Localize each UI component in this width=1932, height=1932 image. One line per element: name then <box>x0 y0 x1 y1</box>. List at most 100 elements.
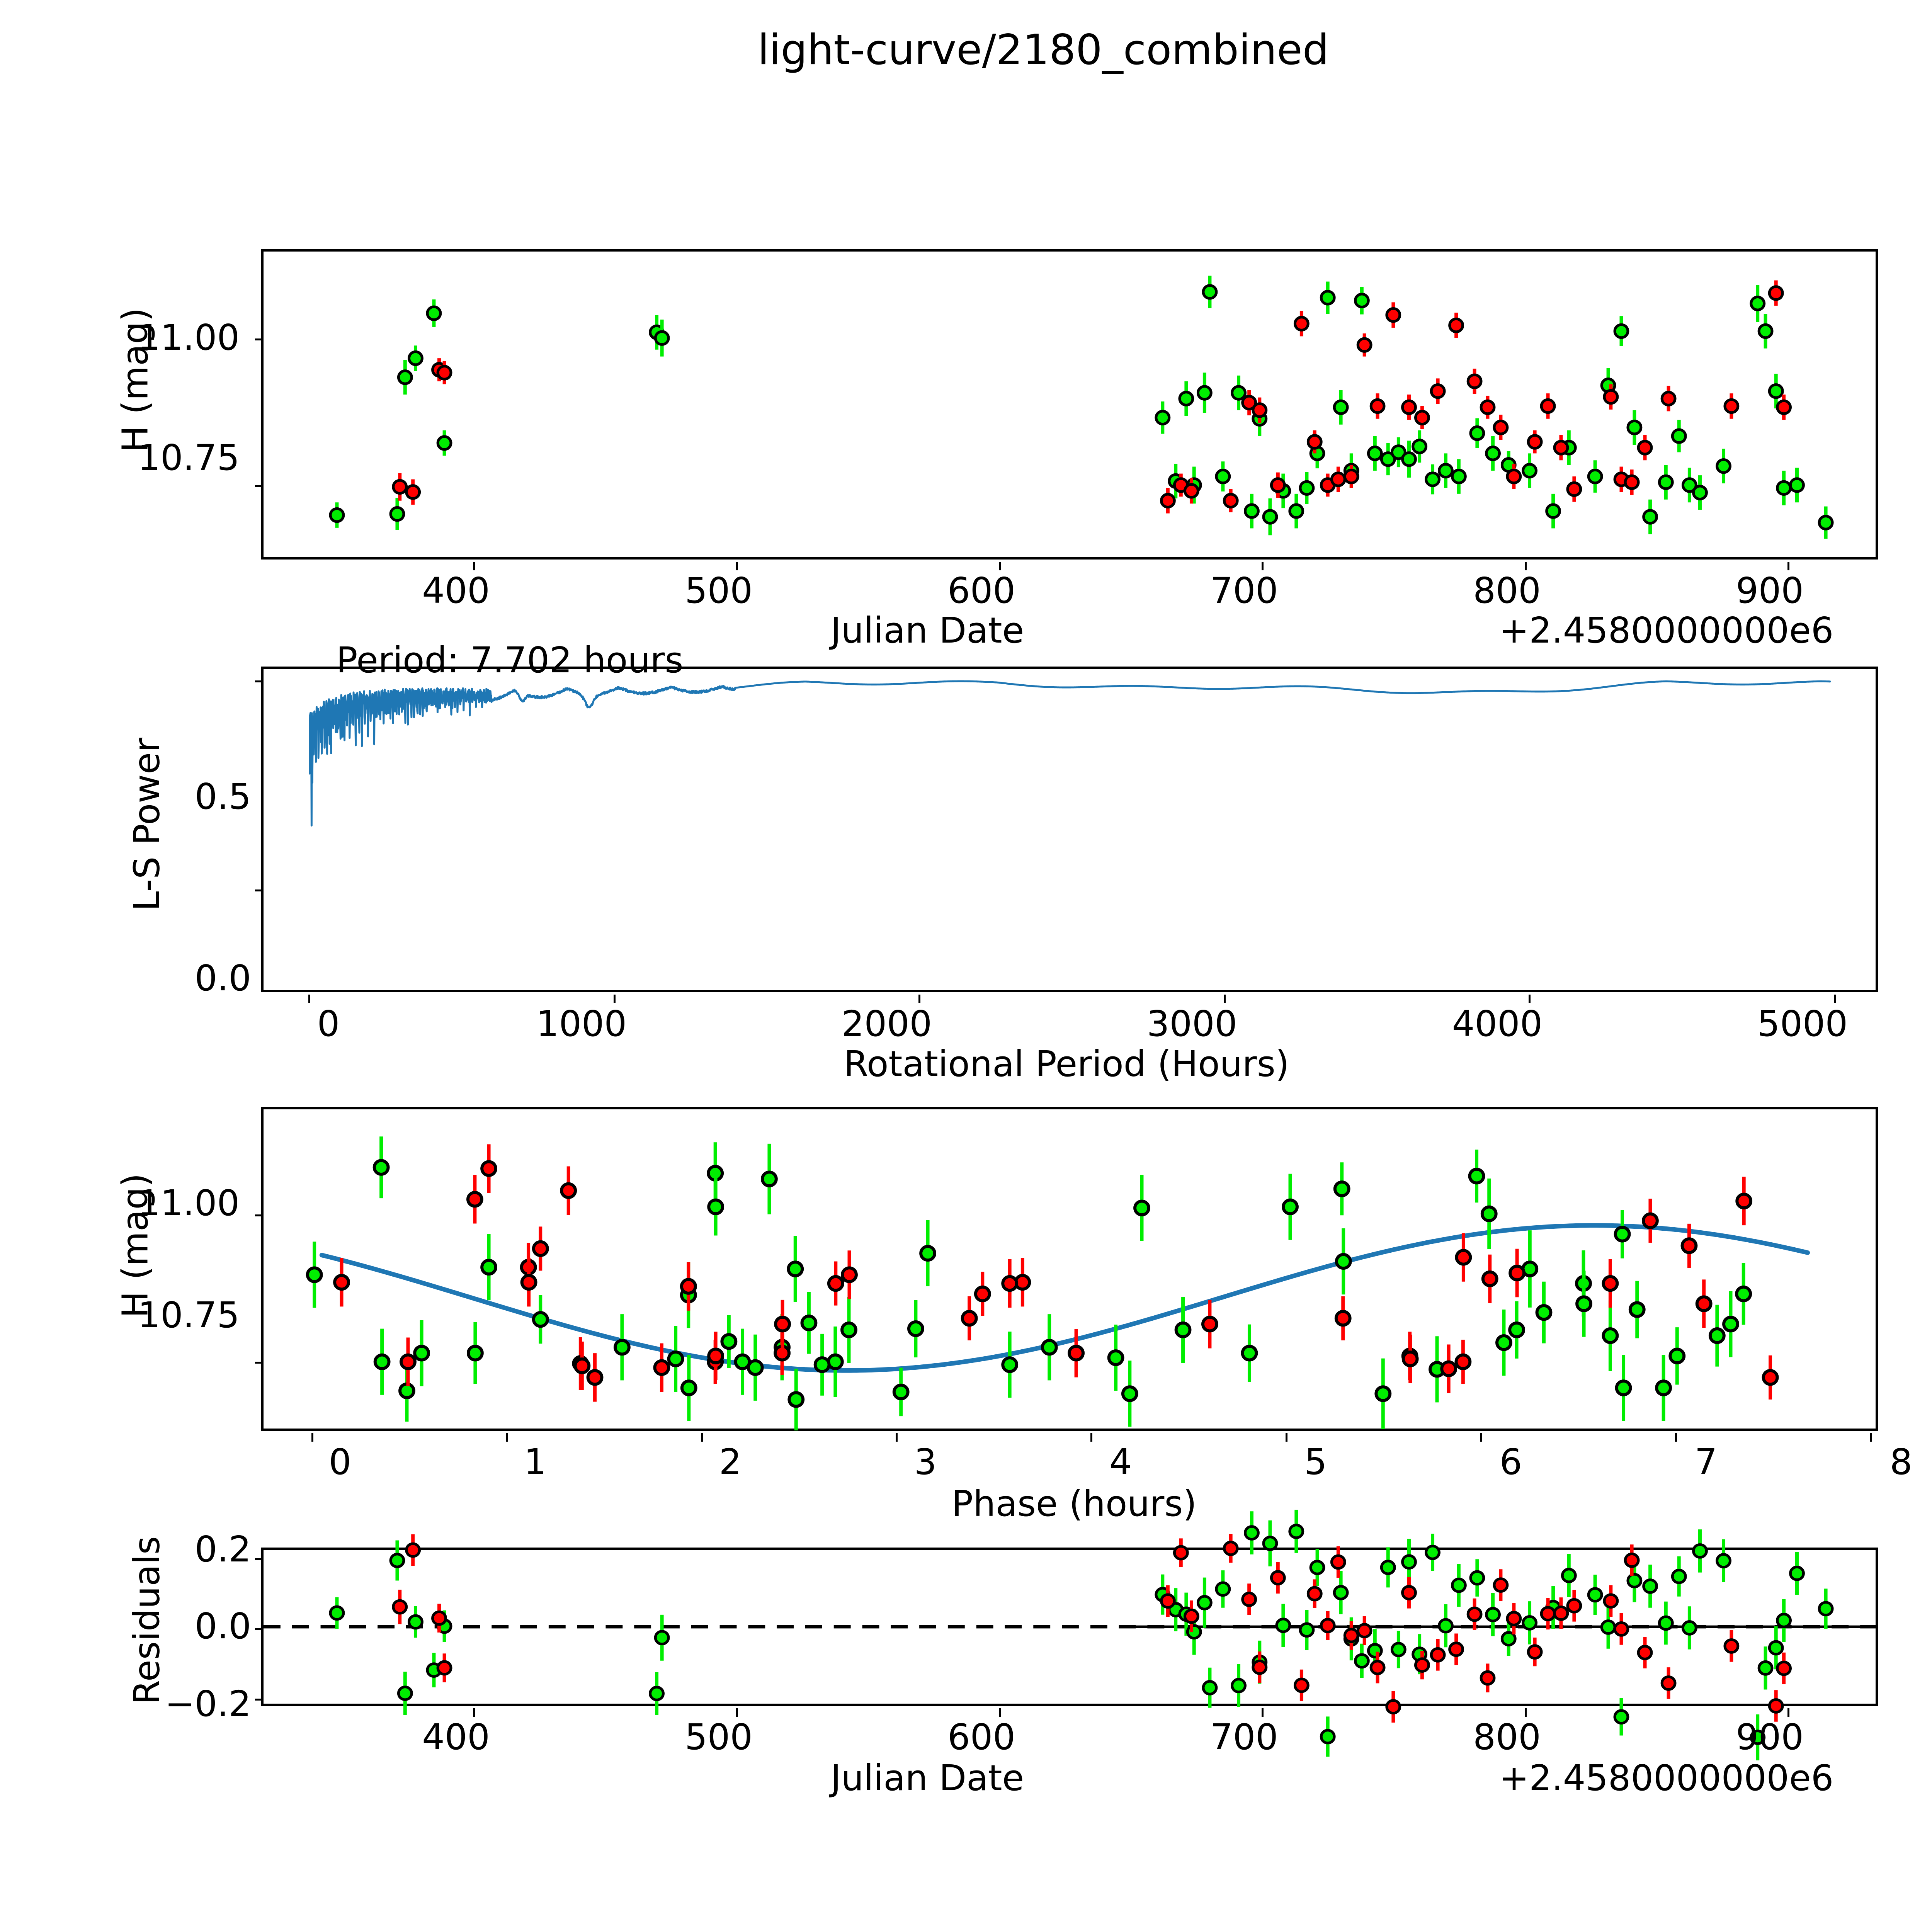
data-point <box>1299 1622 1315 1638</box>
data-point <box>372 1159 390 1176</box>
axis-tick <box>736 562 738 570</box>
phasefold-ylabel: H (mag) <box>114 1173 156 1318</box>
data-point <box>520 1274 537 1291</box>
data-point <box>1215 468 1231 485</box>
data-point <box>1293 1677 1310 1693</box>
data-point <box>1241 1592 1257 1607</box>
data-point <box>1628 1301 1646 1318</box>
data-point <box>1001 1275 1019 1292</box>
data-point <box>1401 1585 1417 1600</box>
data-point <box>1561 1568 1577 1583</box>
data-point <box>1252 1659 1268 1675</box>
data-point <box>1768 1640 1784 1656</box>
data-point <box>1160 1593 1176 1609</box>
data-point <box>1469 425 1485 441</box>
data-point <box>1692 485 1708 501</box>
data-point <box>1603 389 1619 405</box>
periodogram-xtick-4000: 4000 <box>1452 1003 1543 1044</box>
data-point <box>680 1278 697 1295</box>
data-point <box>1451 468 1467 485</box>
data-point <box>1500 1631 1517 1646</box>
data-point <box>1343 1628 1359 1643</box>
data-point <box>1658 1615 1674 1631</box>
axis-tick <box>1090 1433 1093 1442</box>
data-point <box>1469 1570 1485 1586</box>
data-point <box>1466 1606 1483 1622</box>
data-point <box>1320 290 1336 306</box>
data-point <box>1270 477 1286 493</box>
data-point <box>1637 440 1653 456</box>
data-point <box>841 1266 858 1283</box>
lightcurve-xtick-800: 800 <box>1473 570 1541 611</box>
data-point <box>1768 285 1784 301</box>
data-point <box>1602 1327 1619 1344</box>
data-point <box>774 1315 791 1333</box>
data-point <box>1624 1553 1640 1568</box>
data-point <box>1241 395 1257 411</box>
data-point <box>1480 399 1496 415</box>
data-point <box>1202 284 1218 300</box>
lightcurve-xlabel: Julian Date <box>830 610 1024 651</box>
phasefold-xtick-2: 2 <box>719 1441 742 1483</box>
data-point <box>1553 440 1569 456</box>
data-point <box>373 1353 391 1370</box>
data-point <box>1390 444 1406 460</box>
data-point <box>1535 1304 1553 1321</box>
data-point <box>1367 1643 1383 1658</box>
data-point <box>1522 463 1537 479</box>
data-point <box>1390 1642 1406 1657</box>
data-point <box>1430 1647 1446 1663</box>
data-point <box>1369 1660 1386 1675</box>
residuals-ytick-m2: −0.2 <box>165 1683 251 1725</box>
data-point <box>1401 1554 1417 1570</box>
data-point <box>1306 434 1323 450</box>
data-point <box>1527 434 1543 450</box>
data-point <box>1184 1608 1199 1624</box>
data-point <box>1692 1543 1708 1559</box>
data-point <box>1160 493 1176 509</box>
panel-periodogram <box>255 667 1878 1003</box>
data-point <box>1330 471 1346 487</box>
data-point <box>1184 483 1199 499</box>
data-point <box>1708 1327 1726 1344</box>
data-point <box>1613 323 1629 339</box>
data-point <box>405 484 421 500</box>
axis-tick <box>308 995 311 1003</box>
residuals-ytick-p2: 0.2 <box>194 1529 251 1570</box>
data-point <box>1121 1385 1138 1402</box>
figure-title: light-curve/2180_combined <box>757 26 1329 74</box>
data-point <box>1201 1315 1218 1333</box>
data-point <box>1244 503 1260 519</box>
data-point <box>1506 468 1522 485</box>
data-point <box>1231 1678 1247 1694</box>
lightcurve-plot-area <box>329 276 1834 539</box>
data-point <box>1506 1611 1522 1626</box>
residuals-xlabel: Julian Date <box>830 1757 1024 1799</box>
axis-tick <box>473 1708 475 1717</box>
period-annotation: Period: 7.702 hours <box>336 639 684 681</box>
data-point <box>1196 1595 1213 1611</box>
data-point <box>1414 1657 1430 1673</box>
axis-tick <box>1480 1433 1482 1442</box>
data-point <box>1367 446 1383 461</box>
phasefold-xtick-3: 3 <box>914 1441 937 1483</box>
data-point <box>1768 383 1784 399</box>
lightcurve-xtick-900: 900 <box>1736 570 1804 611</box>
data-point <box>1299 480 1315 496</box>
data-point <box>413 1345 430 1362</box>
phasefold-ytick-1: 10.75 <box>138 1294 240 1336</box>
data-point <box>1495 1334 1512 1351</box>
data-point <box>707 1198 724 1215</box>
data-point <box>1660 1675 1677 1691</box>
data-point <box>1493 420 1509 435</box>
lightcurve-xtick-500: 500 <box>685 570 753 611</box>
data-point <box>654 330 670 346</box>
axis-tick <box>918 995 921 1003</box>
data-point <box>1641 1212 1659 1230</box>
data-point <box>1282 1198 1299 1215</box>
periodogram-xtick-0: 0 <box>317 1003 340 1044</box>
data-point <box>1587 1587 1603 1603</box>
data-point <box>1174 1321 1192 1338</box>
data-point <box>480 1259 498 1276</box>
data-point <box>734 1353 751 1370</box>
